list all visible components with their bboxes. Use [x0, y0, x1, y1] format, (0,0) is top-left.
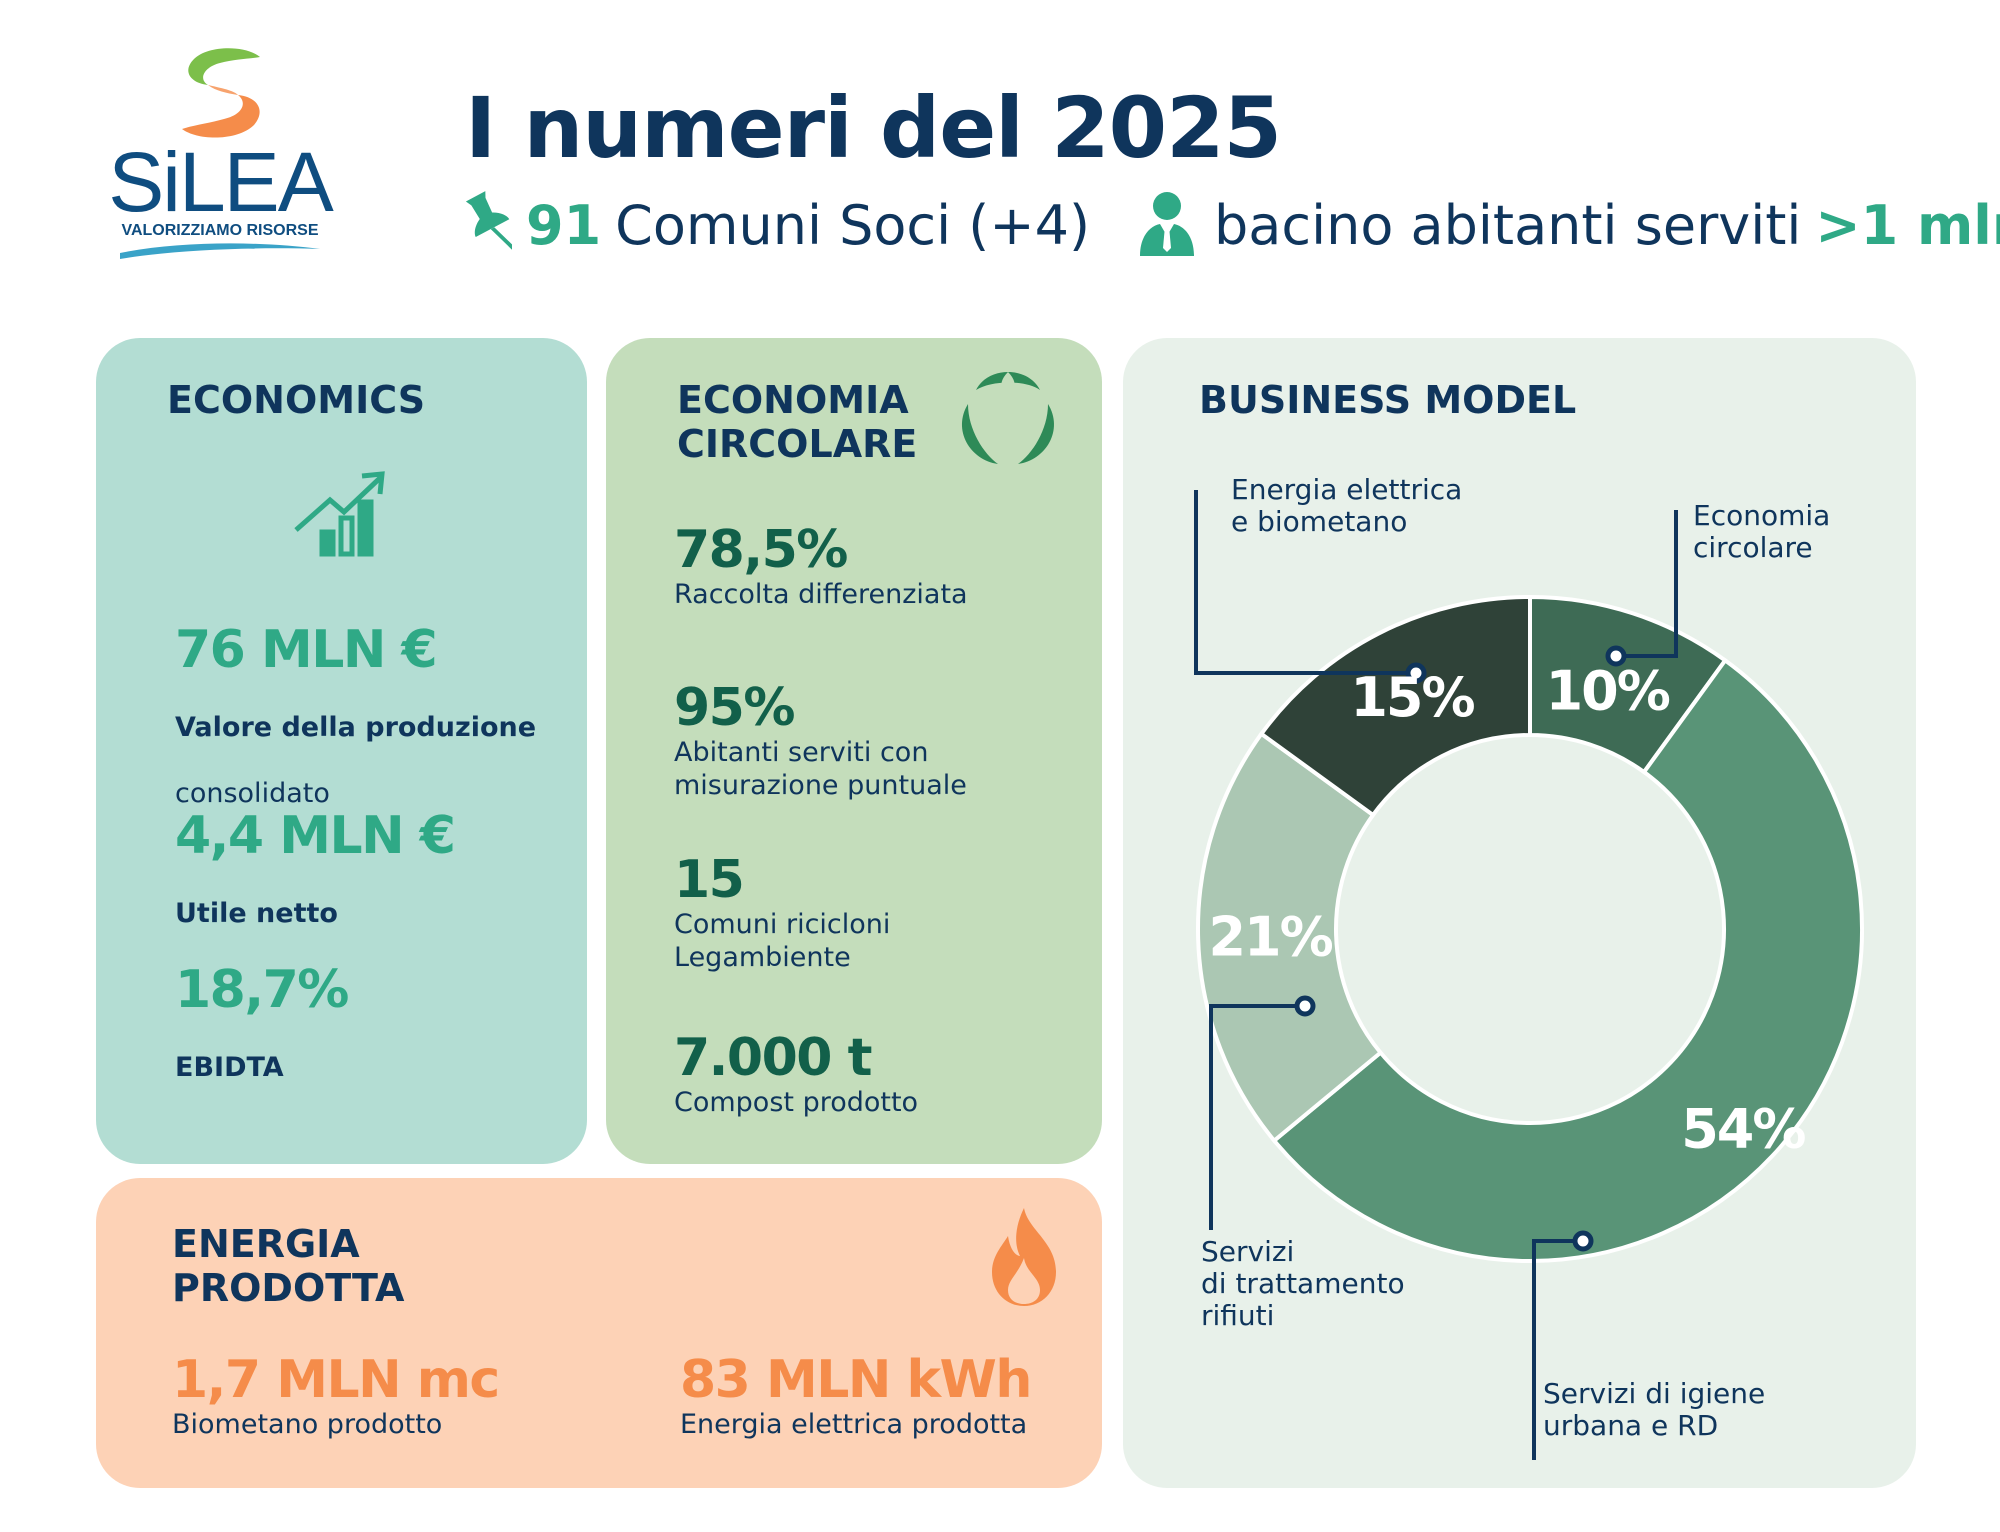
kpi-value: 15 [674, 850, 745, 910]
pushpin-icon [465, 191, 512, 250]
leader-line [1616, 510, 1678, 658]
kpi-value: 76 MLN € [175, 620, 438, 680]
kpi-label: Biometano prodotto [172, 1409, 443, 1440]
leader-line [1194, 490, 1416, 675]
energy-heading: ENERGIA PRODOTTA [172, 1222, 405, 1310]
kpi-label: EBIDTA [175, 1018, 284, 1084]
donut-slice [1271, 657, 1864, 1263]
callout-label: Servizi di igiene urbana e RD [1543, 1377, 1766, 1442]
economics-heading: ECONOMICS [167, 378, 426, 422]
donut-slice [1258, 594, 1532, 818]
header-stats: 91 Comuni Soci (+4) bacino abitanti serv… [462, 190, 2000, 260]
kpi-label: Utile netto [175, 864, 338, 930]
growth-chart-icon [294, 471, 385, 557]
business-model-card: BUSINESS MODEL 10% 54% 21% 15% Energia elet… [1123, 338, 1916, 1488]
person-icon [1140, 192, 1195, 256]
leader-line [1532, 1239, 1583, 1460]
kpi-label: Energia elettrica prodotta [680, 1409, 1028, 1440]
logo-tagline: VALORIZZIAMO RISORSE [121, 222, 319, 239]
kpi-label: Valore della produzione consolidato [175, 678, 536, 810]
leader-line [1209, 1004, 1305, 1230]
kpi-value: 1,7 MLN mc [172, 1350, 500, 1410]
kpi-value: 7.000 t [674, 1028, 872, 1088]
kpi-label-rest: consolidato [175, 778, 330, 809]
kpi-label-bold: Valore della produzione [175, 712, 537, 743]
callout-label: Economia circolare [1693, 499, 1831, 564]
leader-dot [1605, 645, 1627, 667]
kpi-value: 4,4 MLN € [175, 806, 456, 866]
leader-dot [1572, 1230, 1594, 1252]
silea-logo: SiLEA VALORIZZIAMO RISORSE [100, 45, 340, 270]
bacino-value: >1 mln [1815, 193, 2000, 257]
kpi-label: Comuni ricicloni Legambiente [674, 909, 891, 973]
kpi-label: Abitanti serviti con misurazione puntual… [674, 737, 967, 801]
circular-economy-card: ECONOMIA CIRCOLARE 78,5% Raccolta differ… [606, 338, 1102, 1164]
kpi-label-bold: EBIDTA [175, 1052, 284, 1083]
kpi-value: 95% [674, 678, 795, 738]
comuni-count: 91 [526, 193, 602, 257]
slice-percent-label: 15% [1350, 666, 1474, 729]
slice-percent-label: 10% [1546, 660, 1670, 723]
kpi-value: 18,7% [175, 960, 349, 1020]
recycle-leaves-icon [961, 372, 1055, 464]
economics-card: ECONOMICS 76 MLN € Valore della produzio… [96, 338, 587, 1164]
logo-swoosh [120, 243, 320, 259]
bacino-text: bacino abitanti serviti [1214, 193, 1802, 257]
callout-label: Servizi di trattamento rifiuti [1201, 1235, 1405, 1332]
business-model-heading: BUSINESS MODEL [1199, 378, 1577, 422]
energy-card: ENERGIA PRODOTTA 1,7 MLN mc Biometano pr… [96, 1178, 1102, 1488]
callout-label: Energia elettrica e biometano [1231, 473, 1463, 538]
logo-s-mark [182, 48, 260, 138]
leader-dot [1405, 662, 1427, 684]
comuni-text: Comuni Soci (+4) [615, 193, 1091, 257]
kpi-label-bold: Utile netto [175, 898, 338, 929]
kpi-value: 83 MLN kWh [680, 1350, 1032, 1410]
kpi-label: Raccolta differenziata [674, 579, 968, 610]
leader-dot [1294, 995, 1316, 1017]
logo-wordmark: SiLEA [108, 135, 333, 229]
flame-icon [992, 1208, 1056, 1306]
kpi-label: Compost prodotto [674, 1087, 919, 1118]
slice-percent-label: 21% [1208, 906, 1332, 969]
page-title: I numeri del 2025 [465, 79, 1282, 177]
business-model-donut-chart: 10% 54% 21% 15% [1194, 490, 1864, 1460]
circular-heading: ECONOMIA CIRCOLARE [677, 378, 918, 466]
kpi-value: 78,5% [674, 520, 848, 580]
slice-percent-label: 54% [1681, 1097, 1805, 1160]
